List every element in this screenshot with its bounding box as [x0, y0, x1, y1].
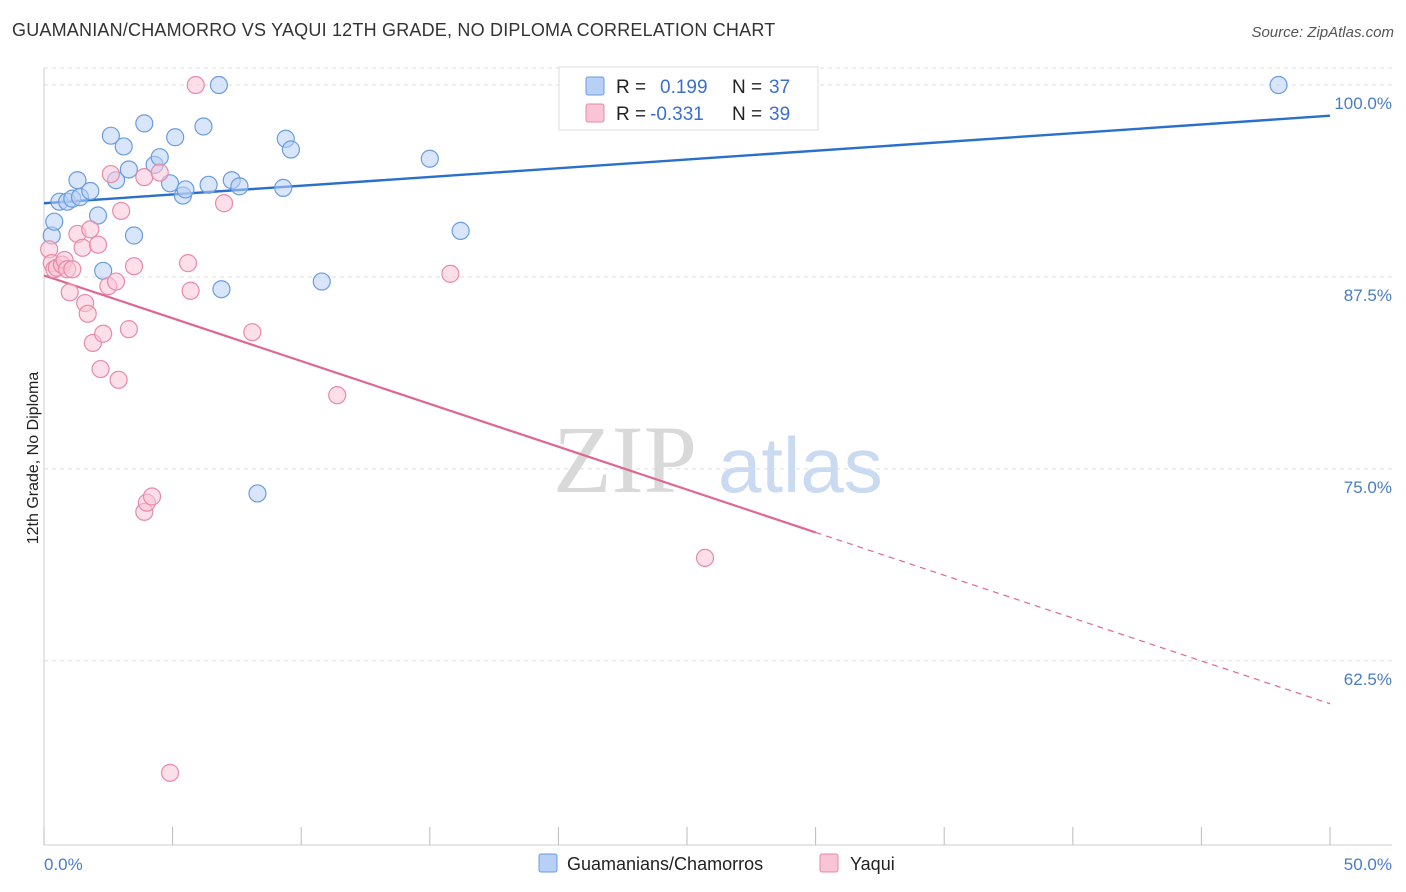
- y-tick-label: 75.0%: [1344, 478, 1392, 497]
- point-yaqui: [178, 254, 198, 273]
- point-guamanian: [135, 114, 154, 133]
- point-yaqui: [63, 260, 82, 279]
- series-swatch-blue: [538, 853, 558, 873]
- point-yaqui: [106, 272, 126, 291]
- point-yaqui: [112, 201, 131, 221]
- trend-line-yaqui: [43, 274, 816, 534]
- point-guamanian: [45, 212, 64, 231]
- point-guamanian: [274, 178, 293, 197]
- point-yaqui: [88, 235, 108, 254]
- point-yaqui: [109, 370, 128, 389]
- point-yaqui: [214, 194, 234, 213]
- legend-r-label: R =: [616, 77, 646, 98]
- y-tick-label: 100.0%: [1334, 94, 1392, 113]
- point-guamanian: [312, 272, 331, 291]
- point-guamanian: [119, 160, 138, 179]
- series-legend: Guamanians/Chamorros Yaqui: [538, 853, 895, 874]
- tick-labels: 100.0% 87.5% 75.0% 62.5% 0.0% 50.0%: [44, 94, 1392, 874]
- x-tick-label: 0.0%: [44, 855, 83, 874]
- chart-title: GUAMANIAN/CHAMORRO VS YAQUI 12TH GRADE, …: [12, 20, 776, 40]
- y-tick-label: 62.5%: [1344, 670, 1392, 689]
- point-yaqui: [181, 281, 200, 300]
- trend-line-guamanian: [43, 114, 1331, 205]
- watermark-zip: ZIP: [553, 406, 697, 513]
- legend-n-value: 37: [769, 77, 790, 98]
- point-guamanian: [451, 221, 470, 240]
- legend-n-label: N =: [732, 77, 762, 98]
- point-yaqui: [73, 238, 92, 257]
- point-yaqui: [119, 320, 138, 339]
- point-guamanian: [194, 117, 213, 136]
- point-yaqui: [60, 283, 79, 302]
- source-credit: Source: ZipAtlas.com: [1251, 24, 1394, 41]
- legend-r-label: R =: [616, 104, 646, 125]
- watermark-atlas: atlas: [718, 421, 883, 509]
- point-guamanian: [209, 75, 228, 95]
- legend-r-value: 0.199: [660, 77, 708, 98]
- point-guamanian: [230, 177, 249, 196]
- series-legend-label: Guamanians/Chamorros: [567, 854, 763, 874]
- point-yaqui: [81, 220, 100, 239]
- point-guamanian: [199, 175, 218, 194]
- trend-line-yaqui-extrapolated: [815, 531, 1331, 705]
- trend-lines: [43, 114, 1331, 705]
- point-guamanian: [176, 180, 195, 199]
- point-guamanian: [124, 226, 144, 245]
- point-guamanian: [150, 148, 169, 167]
- data-points: [40, 75, 1288, 782]
- x-tick-label: 50.0%: [1344, 855, 1392, 874]
- point-yaqui: [160, 763, 180, 782]
- point-yaqui: [328, 386, 347, 405]
- y-tick-label: 87.5%: [1344, 286, 1392, 305]
- legend-swatch-pink: [585, 103, 605, 123]
- point-guamanian: [248, 484, 267, 503]
- point-guamanian: [81, 181, 100, 201]
- point-yaqui: [94, 324, 113, 343]
- legend-n-label: N =: [732, 104, 762, 125]
- point-yaqui: [124, 257, 144, 276]
- point-yaqui: [186, 75, 205, 95]
- point-guamanian: [101, 126, 120, 145]
- point-yaqui: [441, 264, 460, 283]
- point-yaqui: [695, 548, 715, 568]
- point-guamanian: [114, 137, 133, 156]
- legend-swatch-blue: [585, 76, 605, 96]
- y-axis-label: 12th Grade, No Diploma: [25, 372, 42, 545]
- legend-r-value: -0.331: [650, 104, 704, 125]
- axes: [43, 68, 1392, 846]
- correlation-legend: R = 0.199 N = 37 R = -0.331 N = 39: [558, 66, 819, 131]
- point-guamanian: [88, 206, 108, 225]
- point-yaqui: [78, 304, 97, 323]
- point-yaqui: [135, 168, 154, 187]
- legend-n-value: 39: [769, 104, 790, 125]
- point-guamanian: [166, 128, 185, 147]
- point-yaqui: [243, 323, 262, 342]
- point-guamanian: [1269, 75, 1288, 95]
- point-guamanian: [212, 280, 231, 299]
- point-yaqui: [101, 164, 120, 184]
- point-guamanian: [420, 149, 439, 168]
- point-guamanian: [281, 140, 301, 159]
- point-yaqui: [91, 359, 110, 379]
- series-legend-label: Yaqui: [850, 854, 895, 874]
- point-yaqui: [142, 487, 162, 506]
- series-swatch-pink: [819, 853, 839, 873]
- point-yaqui: [150, 163, 169, 182]
- watermark: ZIP atlas: [553, 406, 883, 513]
